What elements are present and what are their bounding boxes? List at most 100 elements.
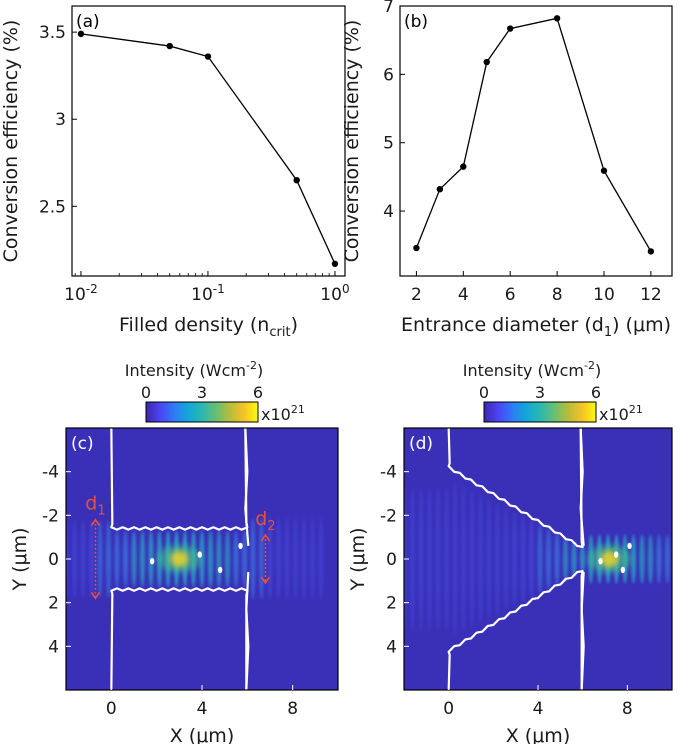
colorbar-tick-label: 6	[591, 383, 601, 402]
fringe	[665, 534, 670, 583]
fringe	[495, 503, 500, 615]
fringe	[208, 531, 213, 588]
colorbar-tick-label: 3	[197, 383, 207, 402]
colorbar-tick-label: 0	[141, 383, 151, 402]
x-tick-label: 6	[505, 285, 516, 305]
plot-frame	[400, 6, 672, 276]
heatmap-image	[63, 428, 338, 690]
data-point	[332, 261, 338, 267]
fringe	[486, 499, 491, 619]
y-tick-label: 4	[386, 637, 397, 657]
x-tick-label: 2	[411, 285, 422, 305]
colorbar-title: Intensity (Wcm-2)	[125, 359, 263, 380]
heatmap-panel-c: 0 4 8 -4 -2 0 2 4 (c) X (μm) Y (μm) d1 d2 Intensity (…	[9, 359, 338, 744]
colorbar-gradient	[146, 402, 258, 422]
fringe	[106, 520, 111, 597]
colorbar-gradient	[484, 402, 596, 422]
x-axis-label: X (μm)	[506, 725, 570, 744]
fringe	[580, 546, 585, 573]
data-point	[413, 245, 419, 251]
fringe	[276, 518, 281, 600]
fringe	[520, 516, 525, 602]
fringe	[529, 520, 534, 598]
plasma-fragment	[627, 543, 631, 549]
y-tick-label: 6	[383, 65, 394, 85]
data-point	[507, 25, 513, 31]
fringe	[435, 488, 440, 631]
y-tick-label: -4	[42, 463, 59, 483]
fringe	[571, 541, 576, 576]
y-tick-label: -2	[42, 506, 59, 526]
y-tick-label: 3	[55, 110, 66, 130]
fringe	[648, 534, 653, 583]
x-tick-label: 10-2	[64, 282, 98, 305]
fringe	[250, 518, 255, 600]
fringe	[233, 531, 238, 588]
plot-frame	[72, 6, 345, 276]
y-axis-label: Conversion efficiency (%)	[0, 20, 22, 263]
x-tick-label: 4	[458, 285, 469, 305]
y-tick-label: 4	[383, 202, 394, 222]
y-tick-label: 3.5	[39, 23, 66, 43]
panel-label: (a)	[76, 12, 100, 32]
x-tick-label: 4	[533, 699, 544, 719]
data-point	[167, 43, 173, 49]
plasma-fragment	[598, 558, 602, 564]
y-axis-label: Y (μm)	[347, 527, 369, 591]
fringe	[242, 531, 247, 588]
fringe	[631, 534, 636, 583]
x-tick-label: 10	[593, 285, 615, 305]
y-tick-label: 0	[386, 550, 397, 570]
y-tick-label: 2	[386, 594, 397, 614]
x-tick-label: 8	[552, 285, 563, 305]
fringe	[123, 531, 128, 588]
fringe	[444, 488, 449, 631]
figure-canvas: 10-2 10-1 1002.533.5(a)Filled density (ncr…	[0, 0, 700, 744]
fringe	[478, 495, 483, 624]
fringe	[318, 518, 323, 600]
fringe	[461, 486, 466, 632]
y-tick-label: -2	[380, 506, 397, 526]
y-tick-label: 7	[383, 0, 394, 17]
fringe	[452, 482, 457, 636]
fringe	[284, 518, 289, 600]
x-axis-label: Filled density (ncrit)	[119, 314, 298, 340]
x-tick-label: 8	[287, 699, 298, 719]
fringe	[537, 524, 542, 593]
fringe	[89, 520, 94, 597]
series-line	[81, 34, 335, 264]
plasma-fragment	[150, 558, 154, 564]
x-tick-label: 0	[106, 699, 117, 719]
fringe	[546, 529, 551, 590]
heatmap-panel-d: 0 4 8-4-2024(d)X (μm)Y (μm)Intensity (Wcm-…	[347, 359, 672, 744]
exit-wall-lower	[582, 572, 584, 690]
x-tick-label: 100	[320, 282, 349, 305]
y-tick-label: 0	[48, 550, 59, 570]
fringe	[427, 488, 432, 631]
plasma-fragment	[621, 567, 625, 573]
x-tick-label: 8	[622, 699, 633, 719]
colorbar-tick-label: 6	[253, 383, 263, 402]
data-point	[601, 168, 607, 174]
y-axis-label: Y (μm)	[9, 527, 31, 591]
fringe	[410, 488, 415, 631]
fringe	[80, 520, 85, 597]
fringe	[639, 534, 644, 583]
fringe	[563, 537, 568, 581]
x-axis-label: Entrance diameter (d1) (μm)	[401, 314, 671, 340]
x-tick-label: 0	[443, 699, 454, 719]
fringe	[301, 518, 306, 600]
fringe	[259, 518, 264, 600]
fringe	[140, 531, 145, 588]
plasma-fragment	[198, 551, 202, 557]
fringe	[469, 490, 474, 627]
line-chart-panel-b: 2 4 6 8 10 12 4 5 6 7 (b) Entrance diameter (d1) (μ…	[341, 0, 672, 340]
line-chart-panel-a: 10-2 10-1 100 2.5 3 3.5 (a) Filled density (ncr…	[0, 6, 350, 340]
fringe	[72, 520, 77, 597]
series-line	[416, 18, 650, 251]
data-point	[554, 15, 560, 21]
colorbar-multiplier: x1021	[261, 403, 305, 424]
x-axis-label: X (μm)	[170, 725, 234, 744]
